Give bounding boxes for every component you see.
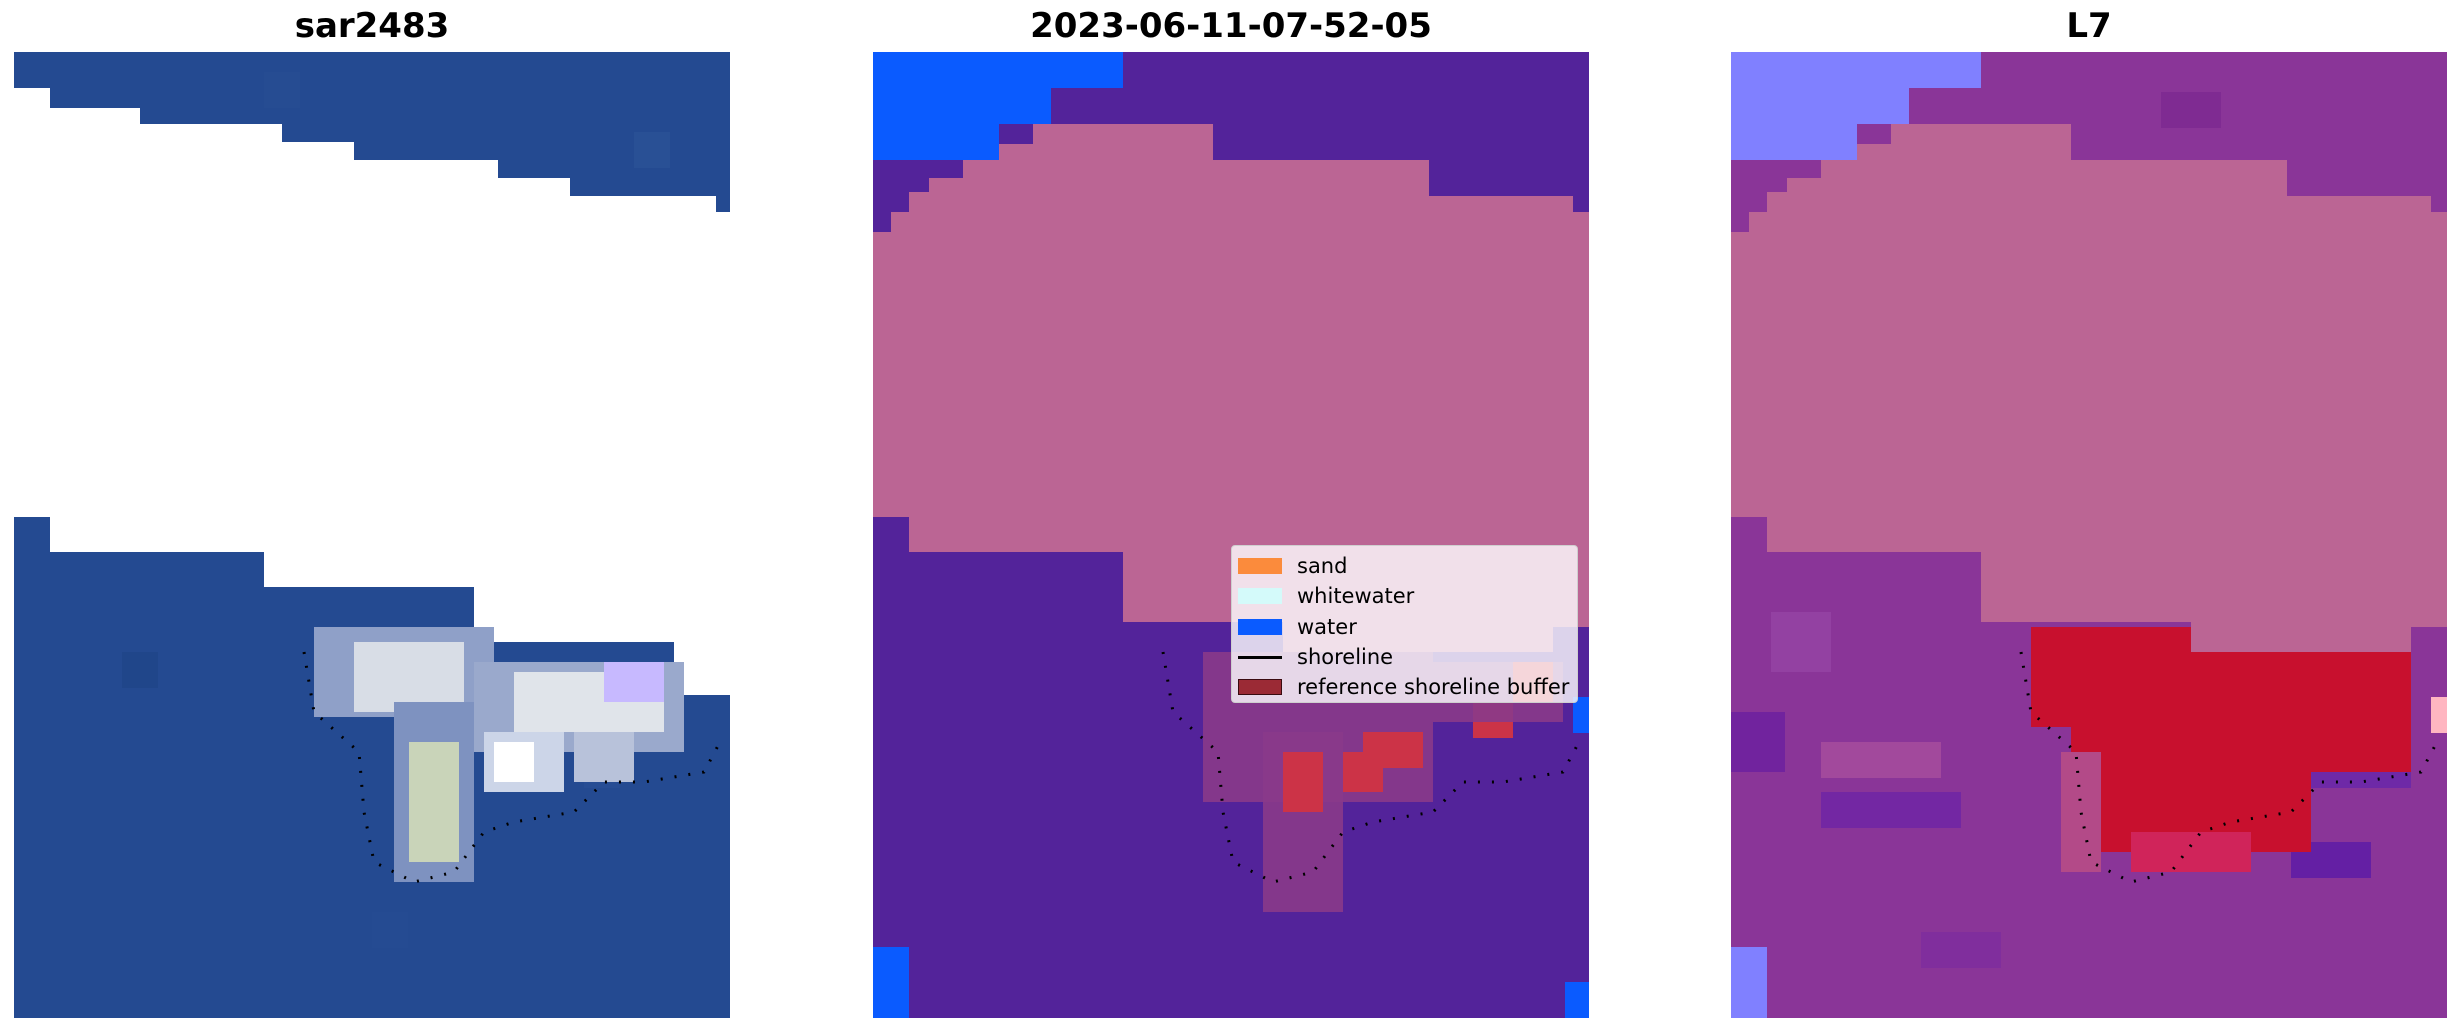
light-region-bottomleft: [1731, 947, 1767, 1018]
legend-item-sand: sand: [1238, 551, 1577, 581]
whitewater-swatch: [1238, 588, 1282, 605]
legend-label-buffer: reference shoreline buffer: [1297, 675, 1570, 700]
high-index-region: [2031, 627, 2411, 872]
legend: sand whitewater water shoreline referenc…: [1231, 545, 1578, 703]
cloud-mask-region: [873, 124, 1589, 652]
water-class-bottomleft: [873, 947, 909, 1018]
legend-label-water: water: [1297, 614, 1357, 639]
whitewater-patch: [314, 627, 684, 882]
water-class-right: [1573, 697, 1589, 733]
panel-title-l7: L7: [2066, 6, 2112, 46]
sand-swatch: [1238, 558, 1282, 575]
classification-panel: [873, 52, 1589, 1018]
legend-label-sand: sand: [1297, 554, 1348, 579]
water-class-topleft: [873, 52, 1123, 160]
light-region-right: [2431, 697, 2447, 733]
legend-item-water: water: [1238, 612, 1577, 642]
legend-item-shoreline: shoreline: [1238, 642, 1577, 672]
cloud-mask-region: [14, 88, 730, 695]
legend-item-buffer: reference shoreline buffer: [1238, 672, 1577, 702]
panel-title-date: 2023-06-11-07-52-05: [1030, 6, 1432, 46]
light-region-topleft: [1731, 52, 1981, 160]
water-swatch: [1238, 618, 1282, 635]
water-class-bottomright: [1565, 982, 1589, 1018]
panel-title-sar2483: sar2483: [294, 6, 450, 46]
cloud-mask-region: [1731, 124, 2447, 652]
legend-label-whitewater: whitewater: [1297, 584, 1415, 609]
legend-label-shoreline: shoreline: [1297, 645, 1394, 670]
index-panel: [1731, 52, 2447, 1018]
legend-item-whitewater: whitewater: [1238, 581, 1577, 611]
buffer-swatch: [1238, 679, 1282, 696]
satellite-image-panel: [14, 52, 730, 1018]
shoreline-line-swatch: [1238, 655, 1282, 659]
